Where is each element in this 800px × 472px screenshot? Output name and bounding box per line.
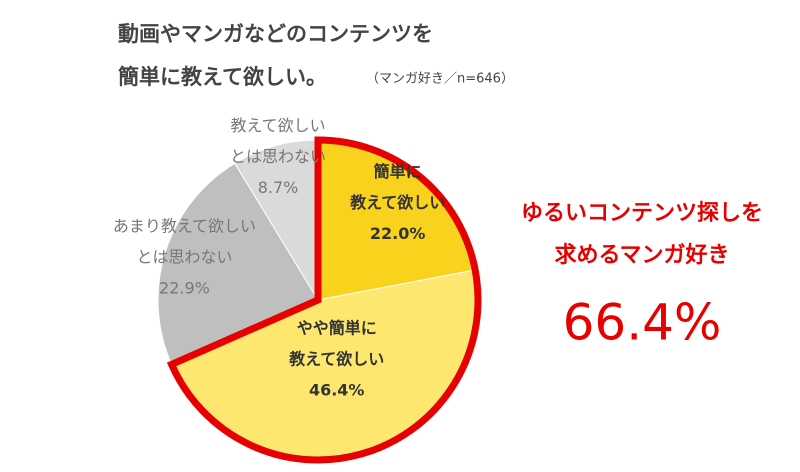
slice-label: やや簡単に bbox=[297, 319, 377, 338]
annotation: 求めるマンガ好き bbox=[554, 242, 729, 268]
value-label: 46.4% bbox=[309, 381, 365, 400]
value-label: 8.7% bbox=[258, 178, 299, 197]
slice-label: とは思わない bbox=[136, 247, 232, 266]
chart-subtitle: （マンガ好き／n=646） bbox=[366, 72, 514, 87]
slice-label: 簡単に bbox=[373, 162, 422, 181]
value-label: 22.0% bbox=[370, 224, 426, 243]
chart-title: 動画やマンガなどのコンテンツを bbox=[118, 22, 433, 46]
slice-label: とは思わない bbox=[230, 147, 326, 166]
value-label: 22.9% bbox=[159, 278, 210, 297]
slice-label: 教えて欲しい bbox=[289, 350, 384, 369]
slice-label: 教えて欲しい bbox=[230, 116, 325, 135]
pie: 簡単に教えて欲しい22.0%やや簡単に教えて欲しい46.4%あまり教えて欲しいと… bbox=[113, 116, 482, 464]
annotation: ゆるいコンテンツ探しを bbox=[521, 200, 763, 226]
annotation-value: 66.4% bbox=[563, 294, 722, 352]
chart-title: 簡単に教えて欲しい。 bbox=[118, 65, 327, 89]
slice-label: あまり教えて欲しい bbox=[113, 216, 256, 235]
slice-label: 教えて欲しい bbox=[350, 193, 445, 212]
highlight-outline bbox=[166, 136, 482, 464]
